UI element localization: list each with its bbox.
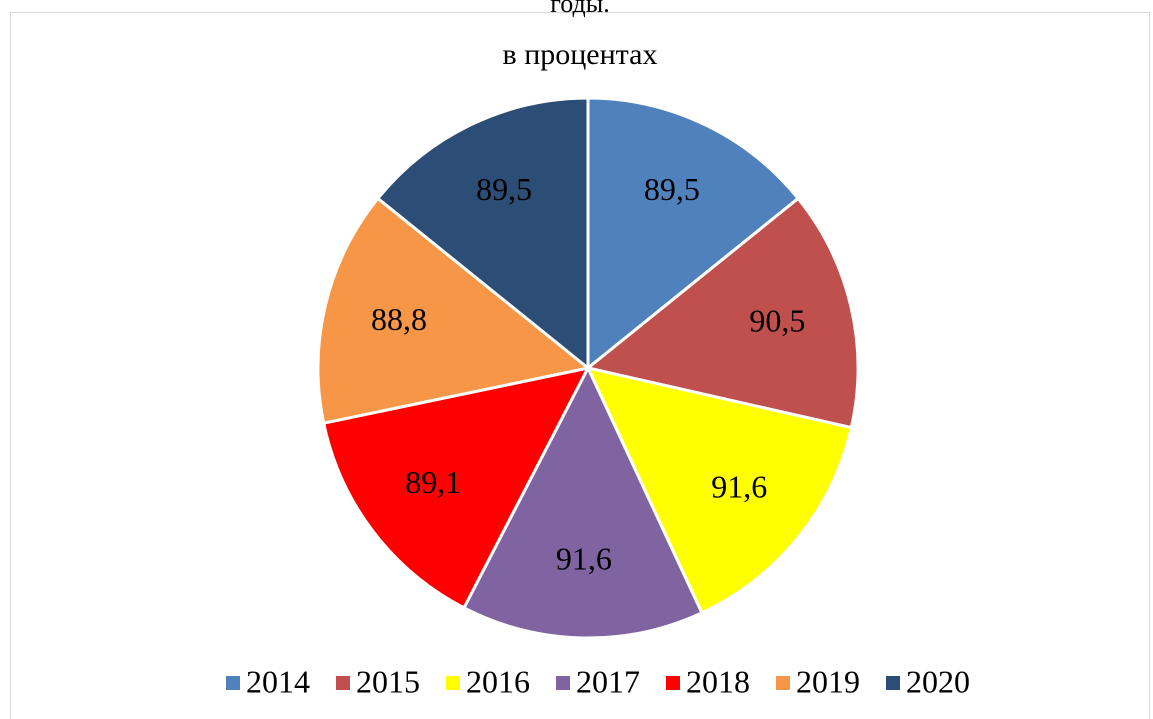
data-label: 91,6: [711, 468, 767, 504]
legend-label: 2019: [796, 663, 860, 699]
data-label: 88,8: [371, 301, 427, 337]
chart-title: годы.: [550, 0, 609, 18]
pie-slice: [584, 196, 860, 430]
legend-marker: [556, 676, 570, 690]
pie-slice: [321, 365, 591, 610]
chart-subtitle: в процентах: [503, 38, 658, 71]
data-label: 90,5: [749, 302, 805, 338]
legend-label: 2018: [686, 663, 750, 699]
pie-slice: [461, 364, 704, 640]
pie-slice: [375, 96, 590, 372]
legend-label: 2014: [246, 663, 310, 699]
pie-slice: [585, 365, 854, 615]
legend-marker: [336, 676, 350, 690]
data-label: 91,6: [556, 541, 612, 577]
data-label: 89,5: [644, 171, 700, 207]
pie-slice: [316, 196, 592, 425]
data-label: 89,5: [476, 171, 532, 207]
legend-marker: [666, 676, 680, 690]
legend-label: 2017: [576, 663, 640, 699]
legend-marker: [446, 676, 460, 690]
pie-slice: [586, 96, 801, 372]
data-label: 89,1: [405, 464, 461, 500]
legend-marker: [776, 676, 790, 690]
legend-label: 2015: [356, 663, 420, 699]
legend-label: 2020: [906, 663, 970, 699]
legend-label: 2016: [466, 663, 530, 699]
legend-marker: [886, 676, 900, 690]
legend-marker: [226, 676, 240, 690]
